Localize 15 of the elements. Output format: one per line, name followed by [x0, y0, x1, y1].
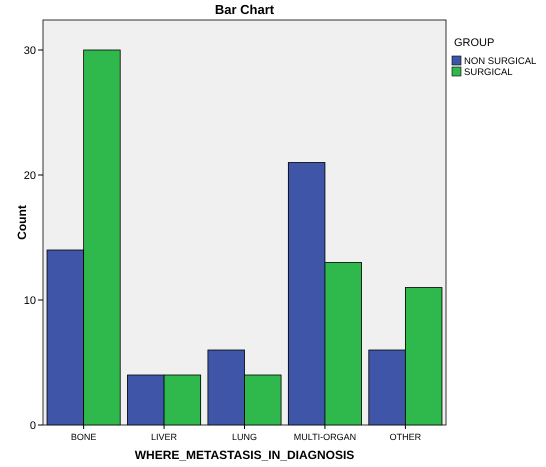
x-tick-label: BONE — [70, 432, 96, 442]
legend-title: GROUP — [454, 37, 494, 49]
y-tick-label: 20 — [24, 170, 36, 182]
legend-label: NON SURGICAL — [464, 56, 536, 67]
x-tick-label: LIVER — [151, 432, 178, 442]
y-tick-label: 0 — [30, 420, 36, 432]
y-axis-title: Count — [15, 205, 29, 240]
x-tick-label: MULTI-ORGAN — [294, 432, 356, 442]
x-axis-title: WHERE_METASTASIS_IN_DIAGNOSIS — [134, 448, 354, 462]
x-tick-label: OTHER — [390, 432, 422, 442]
legend-label: SURGICAL — [464, 67, 513, 78]
y-tick-label: 30 — [24, 44, 36, 57]
y-tick-label: 10 — [24, 294, 36, 307]
chart-title: Bar Chart — [214, 2, 275, 17]
x-tick-label: LUNG — [232, 432, 258, 442]
